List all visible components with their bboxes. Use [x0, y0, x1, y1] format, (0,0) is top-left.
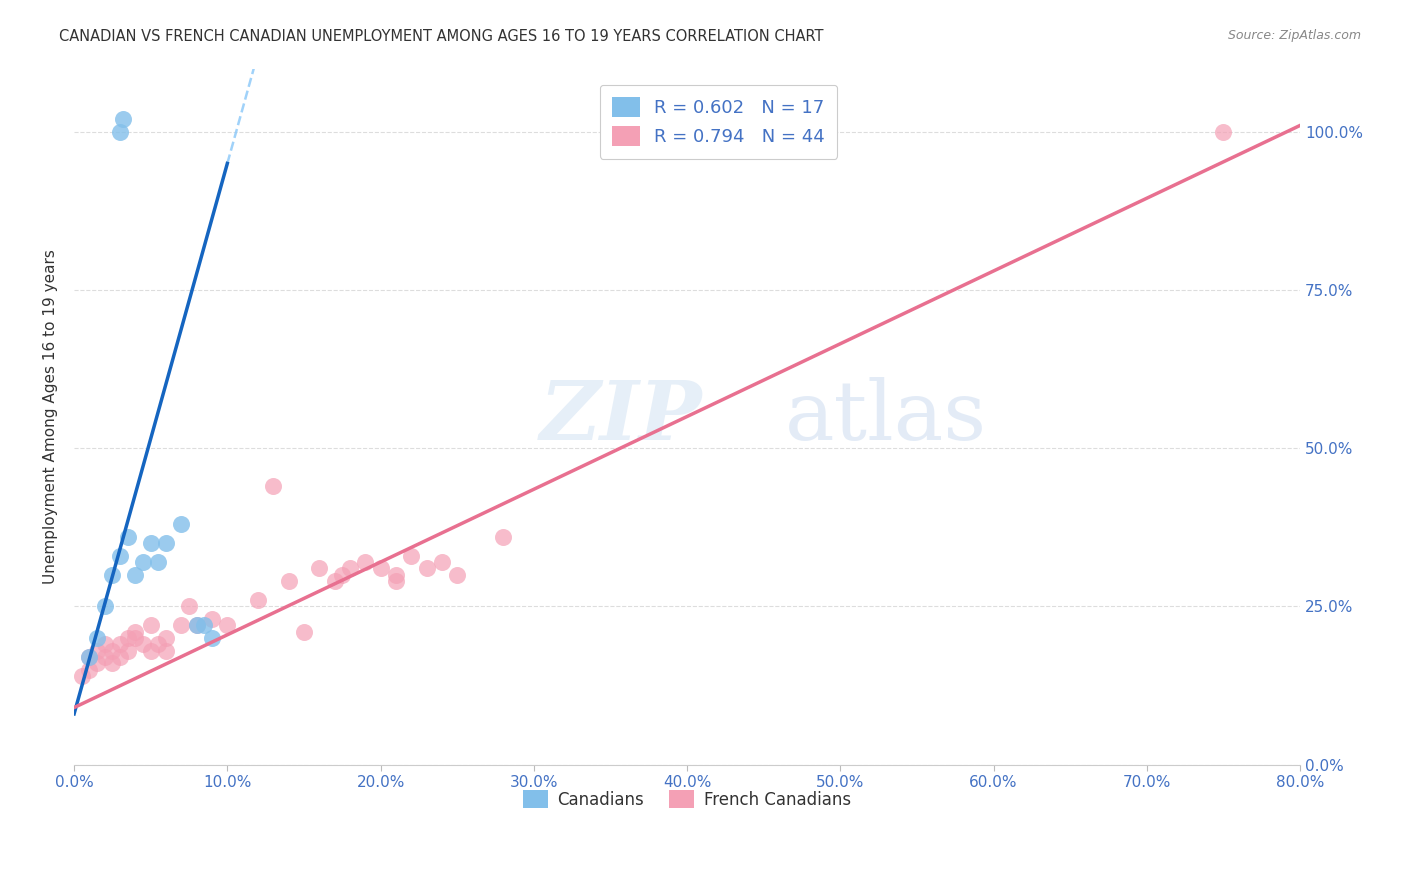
Point [217, 618, 239, 632]
Point [170, 618, 193, 632]
Point [177, 599, 200, 614]
Point [330, 567, 353, 582]
Text: Source: ZipAtlas.com: Source: ZipAtlas.com [1227, 29, 1361, 42]
Point [148, 637, 170, 651]
Point [415, 561, 437, 575]
Y-axis label: Unemployment Among Ages 16 to 19 years: Unemployment Among Ages 16 to 19 years [44, 249, 58, 584]
Point [385, 574, 408, 588]
Point [155, 536, 177, 550]
Point [108, 125, 131, 139]
Point [186, 618, 208, 632]
Point [385, 567, 408, 582]
Text: CANADIAN VS FRENCH CANADIAN UNEMPLOYMENT AMONG AGES 16 TO 19 YEARS CORRELATION C: CANADIAN VS FRENCH CANADIAN UNEMPLOYMENT… [59, 29, 824, 44]
Point [124, 631, 146, 645]
Point [492, 530, 515, 544]
Point [79, 649, 101, 664]
Point [117, 631, 139, 645]
Point [201, 612, 224, 626]
Point [112, 112, 135, 127]
Point [101, 657, 124, 671]
Point [262, 479, 284, 493]
Point [323, 574, 346, 588]
Point [86, 631, 108, 645]
Text: ZIP: ZIP [540, 376, 703, 457]
Text: atlas: atlas [785, 376, 987, 457]
Point [446, 567, 468, 582]
Point [108, 549, 131, 563]
Point [108, 637, 131, 651]
Point [93, 599, 115, 614]
Point [117, 643, 139, 657]
Point [399, 549, 422, 563]
Point [186, 618, 208, 632]
Point [308, 561, 330, 575]
Point [370, 561, 392, 575]
Point [430, 555, 453, 569]
Point [70, 669, 93, 683]
Point [354, 555, 377, 569]
Point [101, 643, 124, 657]
Point [139, 643, 162, 657]
Point [292, 624, 315, 639]
Point [155, 643, 177, 657]
Point [148, 555, 170, 569]
Point [86, 657, 108, 671]
Point [108, 649, 131, 664]
Point [86, 643, 108, 657]
Point [93, 637, 115, 651]
Point [193, 618, 215, 632]
Point [132, 637, 155, 651]
Point [339, 561, 361, 575]
Point [124, 624, 146, 639]
Point [79, 649, 101, 664]
Point [155, 631, 177, 645]
Point [170, 517, 193, 532]
Point [277, 574, 299, 588]
Point [139, 618, 162, 632]
Point [93, 649, 115, 664]
Point [1212, 125, 1234, 139]
Point [132, 555, 155, 569]
Point [246, 593, 269, 607]
Point [117, 530, 139, 544]
Point [124, 567, 146, 582]
Point [79, 663, 101, 677]
Point [101, 567, 124, 582]
Point [139, 536, 162, 550]
Legend: Canadians, French Canadians: Canadians, French Canadians [516, 783, 858, 815]
Point [201, 631, 224, 645]
